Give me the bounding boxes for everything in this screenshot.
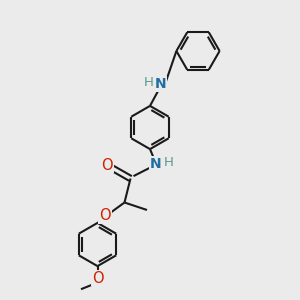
Text: O: O [99,208,111,224]
Text: H: H [164,155,173,169]
Text: H: H [144,76,153,89]
Text: O: O [92,271,103,286]
Text: N: N [155,77,166,91]
Text: O: O [102,158,113,172]
Text: N: N [150,157,162,170]
